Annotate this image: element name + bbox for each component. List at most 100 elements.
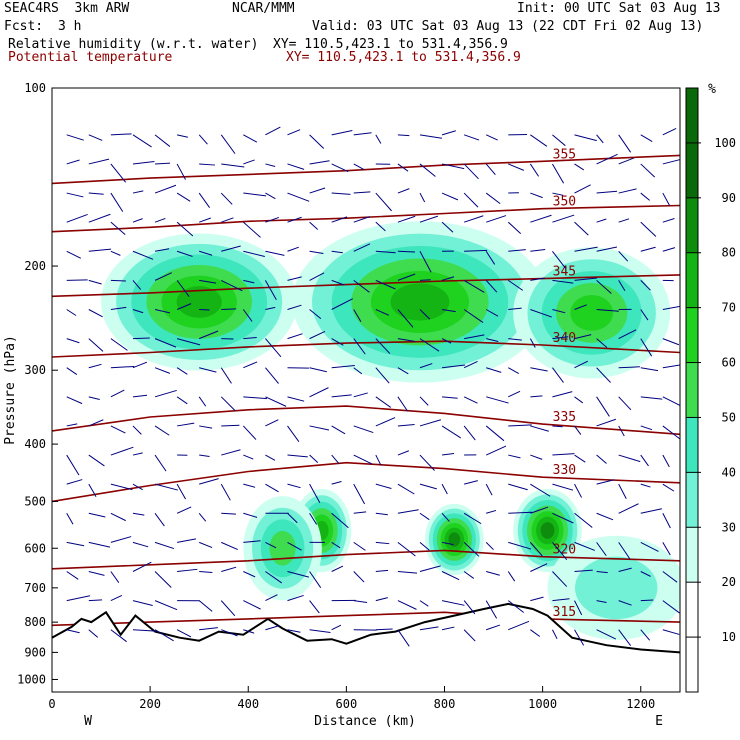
colorbar-bin bbox=[686, 88, 698, 143]
wind-vector bbox=[375, 192, 392, 212]
wind-vector bbox=[662, 305, 680, 310]
wind-vector bbox=[507, 221, 522, 235]
wind-vector bbox=[154, 184, 177, 194]
wind-vector bbox=[110, 192, 124, 212]
wind-vector bbox=[485, 445, 507, 456]
wind-vector bbox=[132, 512, 145, 516]
wind-vector bbox=[397, 188, 410, 194]
wind-vector bbox=[287, 454, 308, 458]
wind-vector bbox=[309, 134, 325, 149]
wind-vector bbox=[243, 629, 255, 634]
wind-vector bbox=[508, 163, 525, 171]
wind-vector bbox=[463, 396, 478, 404]
wind-vector bbox=[596, 218, 607, 223]
wind-vector bbox=[397, 541, 416, 557]
wind-vector bbox=[485, 425, 505, 442]
wind-vector bbox=[265, 192, 276, 200]
wind-vector bbox=[574, 629, 585, 646]
wind-vector bbox=[640, 599, 654, 602]
wind-vector bbox=[419, 626, 439, 631]
wind-vector bbox=[265, 338, 282, 358]
wind-vector bbox=[530, 395, 543, 398]
wind-vector bbox=[66, 423, 78, 427]
wind-vector bbox=[397, 570, 418, 574]
wind-vector bbox=[88, 512, 106, 518]
wind-vector bbox=[176, 396, 188, 405]
wind-vector bbox=[397, 509, 419, 514]
wind-vector bbox=[552, 453, 575, 456]
wind-vector bbox=[309, 250, 324, 254]
wind-vector bbox=[574, 277, 598, 281]
wind-vector bbox=[375, 338, 391, 354]
theta-contour-350 bbox=[52, 204, 680, 233]
init-time: Init: 00 UTC Sat 03 Aug 13 bbox=[517, 1, 721, 16]
wind-vector bbox=[441, 192, 459, 201]
wind-vector bbox=[88, 309, 103, 318]
wind-vector bbox=[287, 594, 304, 602]
wind-vector bbox=[574, 360, 588, 369]
wind-vector bbox=[530, 425, 549, 432]
wind-vector bbox=[662, 454, 670, 468]
wind-vector bbox=[441, 221, 454, 233]
wind-vector bbox=[529, 338, 536, 348]
wind-vector bbox=[596, 418, 617, 427]
wind-vector bbox=[132, 161, 155, 165]
wind-vector bbox=[419, 251, 432, 273]
wind-vector bbox=[309, 160, 330, 165]
wind-vector bbox=[552, 214, 575, 223]
wind-vector bbox=[177, 568, 198, 572]
wind-vector bbox=[508, 483, 528, 491]
wind-vector bbox=[265, 250, 285, 256]
wind-vector bbox=[507, 600, 524, 613]
wind-vector bbox=[596, 246, 618, 252]
colorbar-label: 50 bbox=[722, 410, 736, 424]
wind-vector bbox=[375, 541, 390, 545]
wind-vector bbox=[507, 279, 524, 291]
wind-vector bbox=[66, 479, 83, 485]
wind-vector bbox=[530, 506, 549, 514]
wind-vector bbox=[596, 280, 612, 294]
wind-vector bbox=[485, 163, 496, 175]
wind-vector bbox=[574, 134, 597, 142]
wind-vector bbox=[110, 221, 126, 235]
wind-vector bbox=[596, 153, 618, 165]
wind-vector bbox=[199, 250, 213, 256]
wind-vector bbox=[198, 396, 207, 407]
wind-vector bbox=[375, 309, 389, 316]
wind-vector bbox=[243, 396, 267, 400]
wind-vector bbox=[265, 541, 277, 549]
wind-vector bbox=[243, 192, 267, 197]
wind-vector bbox=[110, 163, 127, 183]
wind-vector bbox=[132, 309, 144, 314]
wind-vector bbox=[375, 279, 396, 290]
wind-vector bbox=[486, 338, 499, 342]
wind-vector bbox=[397, 250, 416, 253]
wind-vector bbox=[640, 338, 653, 357]
wind-vector bbox=[662, 247, 676, 252]
wind-vector bbox=[66, 513, 74, 525]
wind-vector bbox=[375, 396, 392, 408]
rh-shade-region bbox=[540, 522, 555, 539]
y-axis-label: Pressure (hPa) bbox=[3, 335, 18, 445]
wind-vector bbox=[66, 454, 80, 476]
wind-vector bbox=[375, 454, 382, 466]
wind-vector bbox=[309, 221, 319, 230]
wind-vector bbox=[287, 541, 302, 551]
wind-vector bbox=[441, 512, 450, 522]
wind-vector bbox=[375, 367, 390, 384]
wind-vector bbox=[397, 215, 416, 223]
wind-vector bbox=[309, 367, 327, 373]
wind-vector bbox=[486, 509, 497, 514]
wind-vector bbox=[132, 483, 143, 491]
wind-vector bbox=[199, 454, 210, 458]
wind-vector bbox=[243, 221, 261, 238]
wind-vector bbox=[486, 396, 509, 404]
wind-vector bbox=[265, 216, 280, 223]
wind-vector bbox=[574, 334, 592, 340]
wind-vector bbox=[397, 134, 410, 137]
wind-vector bbox=[287, 163, 305, 170]
wind-vector bbox=[508, 390, 521, 398]
wind-vector bbox=[176, 250, 193, 257]
wind-vector bbox=[530, 596, 544, 602]
wind-vector bbox=[265, 483, 279, 493]
